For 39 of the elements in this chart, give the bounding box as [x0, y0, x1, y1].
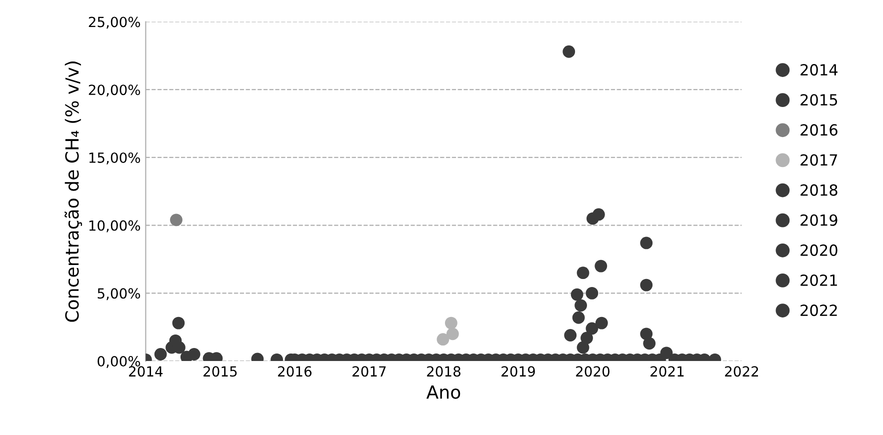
legend-label: 2015 [800, 94, 838, 106]
point [592, 208, 605, 221]
point [570, 288, 584, 301]
legend-label: 2018 [800, 184, 838, 196]
x-tick-label: 2021 [650, 366, 684, 377]
x-tick-label: 2020 [576, 366, 610, 377]
y-tick-label: 5,00% [98, 288, 140, 300]
legend-label: 2017 [800, 154, 838, 166]
legend-label: 2016 [800, 124, 838, 136]
legend-label: 2020 [800, 244, 838, 256]
legend-label: 2014 [800, 64, 838, 76]
point [640, 236, 653, 250]
x-tick-label: 2019 [502, 366, 535, 377]
x-tick-label: 2017 [352, 366, 386, 377]
point [586, 286, 598, 300]
x-axis-title: Ano [426, 385, 460, 399]
point [444, 316, 458, 330]
x-tick-label: 2014 [129, 366, 163, 377]
point [594, 260, 608, 272]
x-tick-label: 2018 [427, 366, 460, 377]
y-tick-label: 20,00% [88, 84, 140, 96]
point [574, 299, 588, 312]
x-tick-label: 2016 [278, 366, 312, 377]
x-tick-label: 2015 [204, 366, 237, 377]
point [576, 266, 590, 280]
y-tick-label: 0,00% [98, 356, 140, 368]
legend-label: 2021 [800, 274, 837, 286]
legend-label: 2019 [800, 214, 838, 226]
y-tick-label: 25,00% [88, 16, 140, 29]
point [170, 214, 182, 226]
legend-label: 2022 [800, 304, 837, 316]
y-tick-label: 10,00% [89, 220, 140, 232]
point [572, 311, 585, 324]
point [595, 316, 608, 330]
x-tick-label: 2022 [725, 366, 758, 377]
point [640, 278, 653, 292]
y-tick-label: 15,00% [89, 152, 140, 164]
y-axis-title: Concentração de CH₄ (% v/v) [64, 62, 82, 322]
point [172, 316, 185, 330]
